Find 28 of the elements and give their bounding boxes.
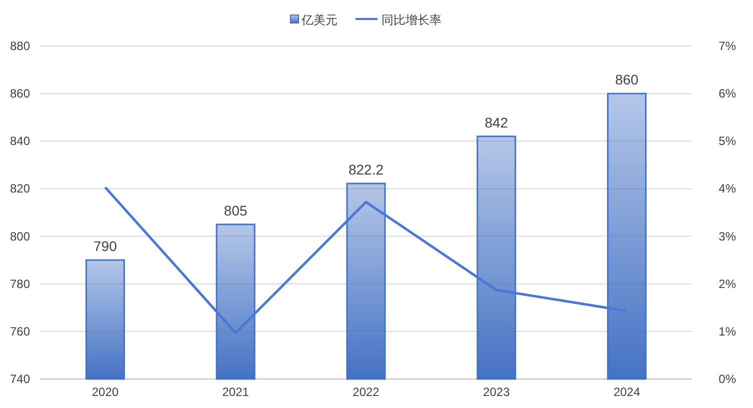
y2-tick-label: 6% <box>718 86 736 101</box>
x-tick-label: 2021 <box>222 385 250 399</box>
x-tick-label: 2022 <box>352 385 380 399</box>
legend-label: 亿美元 <box>300 13 338 27</box>
y-tick-label: 780 <box>10 276 30 291</box>
x-tick-label: 2024 <box>613 385 640 399</box>
x-tick-label: 2020 <box>92 385 119 399</box>
y2-tick-label: 1% <box>718 324 736 338</box>
data-label: 860 <box>615 72 639 88</box>
data-label: 822.2 <box>348 161 384 178</box>
y2-tick-label: 5% <box>718 134 736 148</box>
y-tick-label: 880 <box>10 39 30 53</box>
y2-tick-label: 3% <box>718 229 736 244</box>
y2-tick-label: 4% <box>718 182 736 196</box>
y2-tick-label: 2% <box>718 276 736 291</box>
legend-label: 同比增长率 <box>382 13 442 27</box>
x-tick-label: 2023 <box>483 385 510 399</box>
y-tick-label: 860 <box>10 86 30 101</box>
y-tick-label: 820 <box>10 182 30 196</box>
y-tick-label: 740 <box>10 372 30 386</box>
y-tick-label: 800 <box>10 229 30 244</box>
y-tick-label: 760 <box>10 324 30 338</box>
data-label: 790 <box>94 238 118 254</box>
y-tick-label: 840 <box>10 134 30 148</box>
y2-tick-label: 0% <box>718 372 736 386</box>
data-label: 805 <box>224 202 248 218</box>
y2-tick-label: 7% <box>718 39 736 53</box>
data-label: 842 <box>484 114 508 130</box>
